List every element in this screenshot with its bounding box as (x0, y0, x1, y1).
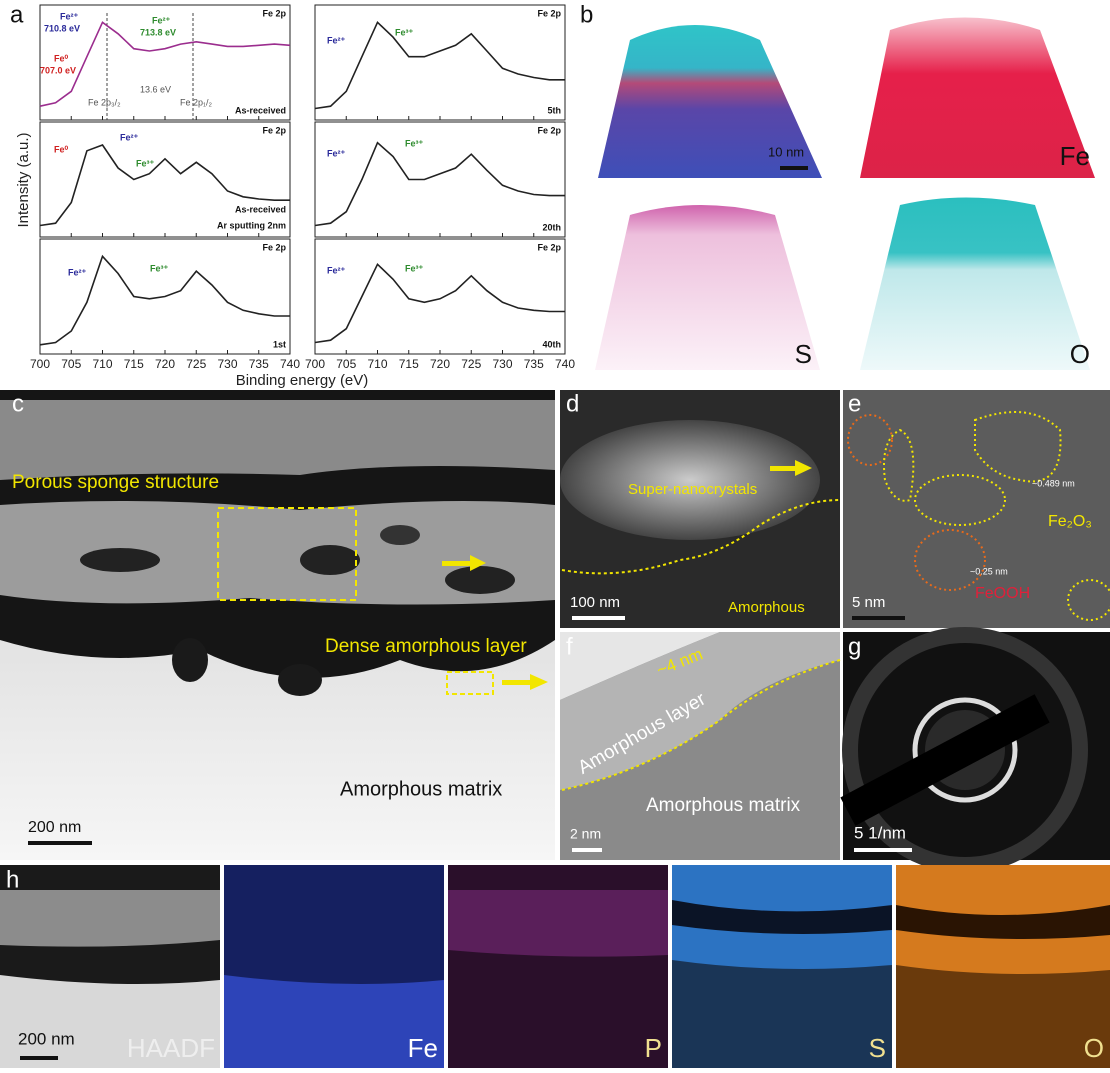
map-label: Fe (408, 1033, 438, 1063)
panel-label: g (848, 633, 861, 660)
scale-bar-label: 100 nm (570, 594, 620, 611)
element-label: S (795, 339, 812, 369)
annotation: Fe²⁺ (327, 35, 346, 45)
annotation: Fe³⁺ (405, 138, 424, 148)
spectrum-plot: Fe 2p 5th Fe²⁺ Fe³⁺ (315, 5, 565, 120)
map-label: P (645, 1033, 662, 1063)
annotation: ~0.489 nm (1032, 478, 1075, 488)
spectrum-plot: Fe 2p 20th Fe²⁺ Fe³⁺ (315, 122, 565, 237)
annotation: Super-nanocrystals (628, 481, 757, 498)
annotation: FeOOH (975, 585, 1030, 602)
x-tick-label: 730 (217, 357, 237, 371)
annotation: 20th (542, 222, 561, 232)
x-tick-label: 730 (492, 357, 512, 371)
annotation: Fe³⁺ (395, 27, 414, 37)
annotation: Fe²⁺ (68, 267, 87, 277)
plot-frame (315, 239, 565, 354)
annotation: Fe 2p (537, 125, 561, 135)
annotation: 710.8 eV (44, 23, 80, 33)
annotation: 40th (542, 339, 561, 349)
x-tick-label: 705 (336, 357, 356, 371)
panel-label: c (12, 390, 24, 417)
annotation: Fe³⁺ (136, 158, 155, 168)
panel-label: b (580, 1, 593, 28)
annotation: Fe⁰ (54, 144, 69, 154)
scale-bar-label: 10 nm (768, 144, 804, 159)
annotation: Fe 2p (262, 125, 286, 135)
x-tick-label: 700 (305, 357, 325, 371)
x-tick-label: 700 (30, 357, 50, 371)
scale-bar-label: 2 nm (570, 826, 601, 842)
annotation: 713.8 eV (140, 27, 176, 37)
map-label: S (869, 1033, 886, 1063)
annotation: Fe³⁺ (405, 263, 424, 273)
annotation: Fe³⁺ (150, 263, 169, 273)
annotation: Fe²⁺ (327, 265, 346, 275)
x-tick-label: 720 (430, 357, 450, 371)
apt-reconstruction (860, 198, 1090, 371)
spectrum-plot: Fe 2p As-received Ar sputting 2nm Fe⁰ Fe… (40, 122, 290, 237)
annotation: Fe²⁺ (152, 15, 171, 25)
panel-label: a (10, 1, 24, 28)
annotation: Amorphous matrix (340, 778, 502, 800)
annotation: 707.0 eV (40, 65, 76, 75)
annotation: As-received (235, 105, 286, 115)
scale-bar-label: 5 1/nm (854, 823, 906, 842)
annotation: Amorphous matrix (646, 795, 801, 816)
x-tick-label: 740 (280, 357, 300, 371)
x-axis-label: Binding energy (eV) (236, 372, 369, 389)
annotation: Fe²⁺ (327, 148, 346, 158)
plot-frame (315, 5, 565, 120)
panel-label: d (566, 390, 579, 417)
x-tick-label: 715 (124, 357, 144, 371)
annotation: Fe 2p₃/₂ (88, 97, 121, 107)
map-label: HAADF (127, 1033, 215, 1063)
plot-frame (315, 122, 565, 237)
annotation: Fe 2p (262, 242, 286, 252)
spectrum-plot: Fe 2p As-received Fe²⁺ 710.8 eV Fe²⁺ 713… (40, 5, 290, 120)
annotation: Amorphous (728, 599, 805, 616)
apt-reconstruction (595, 205, 820, 370)
x-tick-label: 725 (461, 357, 481, 371)
panel-label: f (566, 633, 573, 660)
annotation: Porous sponge structure (12, 472, 219, 493)
annotation: Fe₂O₃ (1048, 513, 1092, 530)
annotation: As-received (235, 204, 286, 214)
annotation: 1st (273, 339, 286, 349)
annotation: Dense amorphous layer (325, 636, 527, 657)
x-tick-label: 710 (92, 357, 112, 371)
annotation: Fe²⁺ (120, 132, 139, 142)
y-axis-label: Intensity (a.u.) (15, 132, 32, 227)
x-tick-label: 740 (555, 357, 575, 371)
annotation: Fe⁰ (54, 53, 69, 63)
x-tick-label: 735 (249, 357, 269, 371)
x-tick-label: 715 (399, 357, 419, 371)
annotation: Fe 2p (262, 8, 286, 18)
x-tick-label: 705 (61, 357, 81, 371)
annotation: Ar sputting 2nm (217, 220, 286, 230)
element-label: Fe (1060, 141, 1090, 171)
map-label: O (1084, 1033, 1104, 1063)
x-tick-label: 735 (524, 357, 544, 371)
page: a Intensity (a.u.) Binding energy (eV) F… (0, 0, 1110, 1068)
annotation: Fe 2p (537, 8, 561, 18)
x-tick-label: 725 (186, 357, 206, 371)
annotation: ~0.25 nm (970, 566, 1008, 576)
scale-bar-label: 200 nm (28, 819, 81, 836)
x-tick-label: 720 (155, 357, 175, 371)
element-label: O (1070, 339, 1090, 369)
annotation: Fe²⁺ (60, 11, 79, 21)
panel-label: e (848, 390, 861, 417)
annotation: Fe 2p₁/₂ (180, 97, 213, 107)
scale-bar-label: 200 nm (18, 1029, 75, 1048)
annotation: 5th (548, 105, 562, 115)
spectrum-plot: Fe 2p 1st Fe²⁺ Fe³⁺ 700 705 710 715 720 725 73… (30, 239, 300, 371)
spectrum-plot: Fe 2p 40th Fe²⁺ Fe³⁺ 700 705 710 715 720 725 7… (305, 239, 575, 371)
annotation: Fe 2p (537, 242, 561, 252)
x-tick-label: 710 (367, 357, 387, 371)
annotation: 13.6 eV (140, 84, 171, 94)
scale-bar-label: 5 nm (852, 594, 885, 611)
figure: a Intensity (a.u.) Binding energy (eV) F… (0, 0, 1110, 1068)
panel-label: h (6, 866, 19, 893)
